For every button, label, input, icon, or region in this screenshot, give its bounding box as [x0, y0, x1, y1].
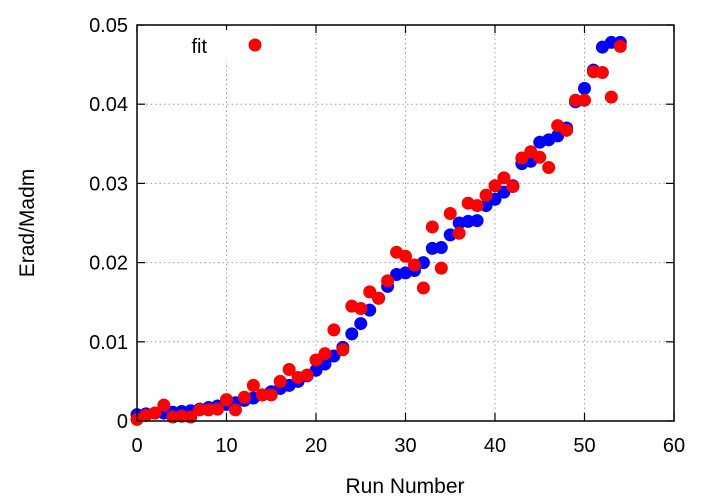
y-axis-label: Erad/Madm: [16, 169, 39, 278]
data-point: [470, 214, 484, 228]
x-axis-label: Run Number: [345, 475, 464, 498]
data-point: [470, 199, 484, 213]
x-tick-label: 60: [663, 435, 685, 457]
plot-frame: [136, 24, 675, 422]
data-point: [533, 150, 547, 164]
data-point: [264, 388, 278, 402]
x-tick-label: 10: [215, 435, 237, 457]
data-point: [336, 343, 350, 357]
data-point: [300, 368, 314, 382]
x-tick-label: 20: [305, 435, 327, 457]
data-point: [425, 220, 439, 234]
data-point: [578, 81, 591, 95]
data-point: [407, 258, 421, 272]
data-point: [148, 406, 162, 420]
data-point: [354, 302, 368, 316]
legend: fit: [175, 30, 270, 62]
x-tick-label: 30: [394, 435, 416, 457]
data-points: [130, 35, 627, 426]
data-point: [282, 363, 296, 377]
data-point: [318, 347, 332, 361]
y-tick-label: 0.04: [89, 94, 128, 116]
series-fit: [130, 39, 627, 426]
data-point: [211, 402, 225, 416]
y-tick-label: 0.02: [89, 253, 128, 275]
series-series-1: [130, 35, 627, 422]
data-point: [595, 66, 609, 80]
data-point: [434, 241, 448, 255]
data-point: [560, 123, 574, 137]
data-point: [228, 403, 242, 417]
x-axis-ticks: 0 10 20 30 40 50 60: [131, 25, 685, 457]
data-point: [246, 378, 260, 392]
data-point: [613, 39, 627, 53]
data-point: [193, 403, 207, 417]
data-point: [506, 180, 520, 194]
x-tick-label: 50: [573, 435, 595, 457]
data-point: [345, 327, 359, 341]
data-point: [220, 393, 233, 407]
data-point: [327, 323, 341, 337]
data-point: [542, 161, 556, 175]
data-point: [578, 93, 591, 107]
data-point: [443, 206, 457, 220]
y-tick-label: 0: [117, 411, 128, 433]
data-point: [497, 171, 511, 185]
grid-lines: [137, 25, 674, 421]
data-point: [381, 274, 395, 288]
x-tick-label: 40: [484, 435, 506, 457]
data-point: [354, 317, 368, 331]
data-point: [416, 281, 430, 295]
data-point: [488, 179, 502, 193]
y-tick-label: 0.05: [89, 15, 128, 37]
data-point: [399, 249, 412, 263]
data-point: [434, 261, 448, 275]
data-point: [604, 90, 618, 104]
legend-label-fit: fit: [191, 36, 207, 58]
data-point: [157, 398, 171, 412]
x-tick-label: 0: [131, 435, 142, 457]
data-point: [255, 388, 269, 402]
data-point: [273, 374, 287, 388]
y-tick-label: 0.03: [89, 173, 128, 195]
data-point: [372, 291, 386, 305]
legend-marker-fit: [248, 38, 262, 52]
y-axis-ticks: 0 0.01 0.02 0.03 0.04 0.05: [89, 15, 674, 433]
data-point: [452, 226, 466, 240]
data-point: [569, 93, 583, 107]
y-tick-label: 0.01: [89, 332, 128, 354]
data-point: [479, 188, 493, 202]
data-point: [237, 390, 251, 404]
